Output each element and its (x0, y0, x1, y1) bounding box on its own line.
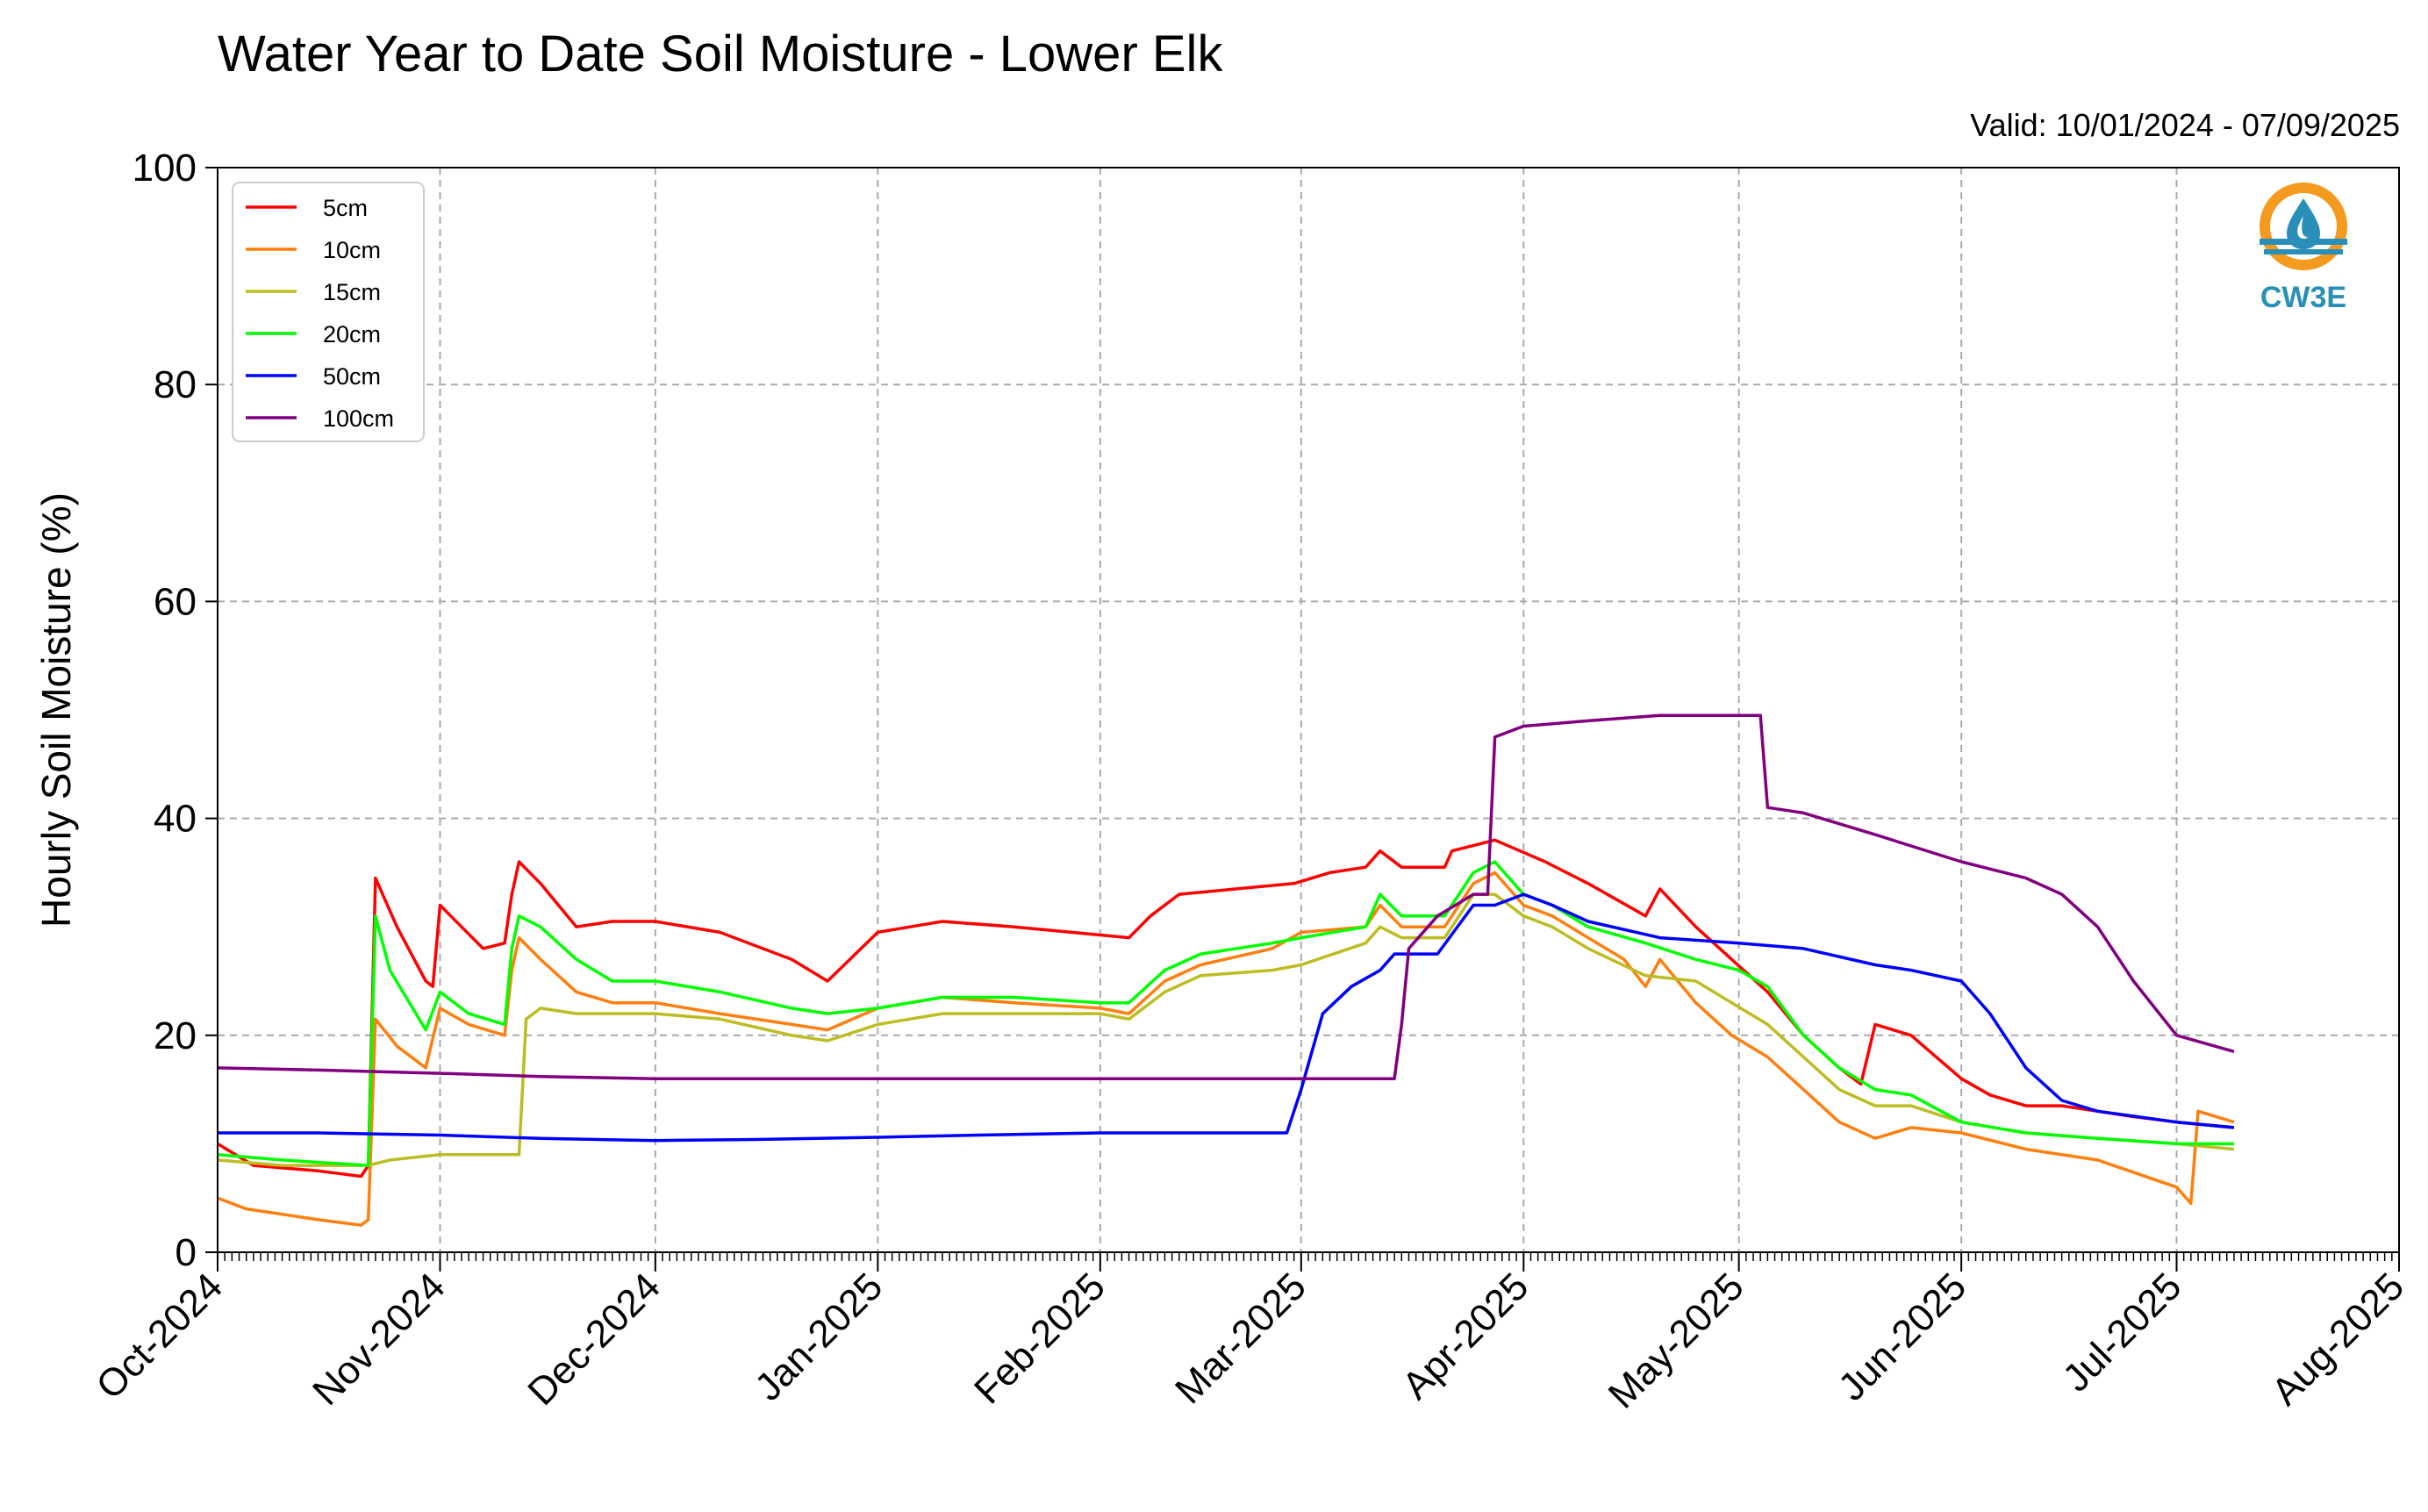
series-line-5cm (217, 838, 2235, 1179)
grid-lines (218, 168, 2399, 1252)
x-tick-label: May-2025 (1601, 1265, 1752, 1416)
series-line-20cm (217, 860, 2234, 1167)
valid-date-range: Valid: 10/01/2024 - 07/09/2025 (1970, 107, 2400, 143)
x-tick-label: Dec-2024 (519, 1265, 669, 1414)
series-line-100cm (217, 713, 2235, 1080)
legend-label: 20cm (323, 321, 381, 348)
y-tick-label: 40 (154, 798, 197, 841)
minor-ticks (217, 1252, 2400, 1261)
x-tick-label: Apr-2025 (1394, 1265, 1537, 1408)
y-tick-label: 100 (133, 147, 197, 190)
x-tick-label: Nov-2024 (304, 1265, 454, 1414)
legend-label: 50cm (323, 363, 381, 390)
x-tick-label: Feb-2025 (966, 1265, 1114, 1412)
y-tick-label: 80 (154, 363, 197, 406)
plot-frame (217, 167, 2400, 1253)
series-line-15cm (217, 892, 2235, 1167)
y-axis: 0 20 40 60 80 100 (133, 147, 218, 1274)
legend-label: 100cm (323, 405, 394, 432)
series-line-10cm (217, 871, 2235, 1227)
x-tick-label: Mar-2025 (1167, 1265, 1314, 1412)
y-tick-label: 60 (154, 580, 197, 623)
x-tick-label: Jun-2025 (1830, 1265, 1974, 1408)
x-tick-label: Jul-2025 (2055, 1265, 2190, 1400)
y-tick-label: 20 (154, 1014, 197, 1057)
legend-label: 5cm (323, 195, 368, 221)
x-tick-label: Jan-2025 (747, 1265, 891, 1408)
legend-label: 15cm (323, 279, 381, 305)
x-axis: Oct-2024 Nov-2024 Dec-2024 Jan-2025 Feb-2025… (88, 1252, 2412, 1416)
y-tick-label: 0 (175, 1231, 197, 1274)
chart-title: Water Year to Date Soil Moisture - Lower… (218, 25, 1223, 82)
cw3e-logo: CW3E (2260, 183, 2347, 314)
x-tick-label: Oct-2024 (88, 1265, 231, 1408)
x-tick-label: Aug-2025 (2263, 1265, 2412, 1414)
series-line-50cm (218, 892, 2235, 1143)
water-drop-icon (2260, 183, 2347, 270)
legend: 5cm 10cm 15cm 20cm 50cm 100cm (232, 182, 425, 442)
y-axis-title: Hourly Soil Moisture (%) (33, 492, 79, 928)
legend-label: 10cm (323, 237, 381, 263)
legend-box (232, 182, 425, 442)
series-lines (217, 713, 2235, 1227)
logo-text: CW3E (2260, 281, 2346, 314)
